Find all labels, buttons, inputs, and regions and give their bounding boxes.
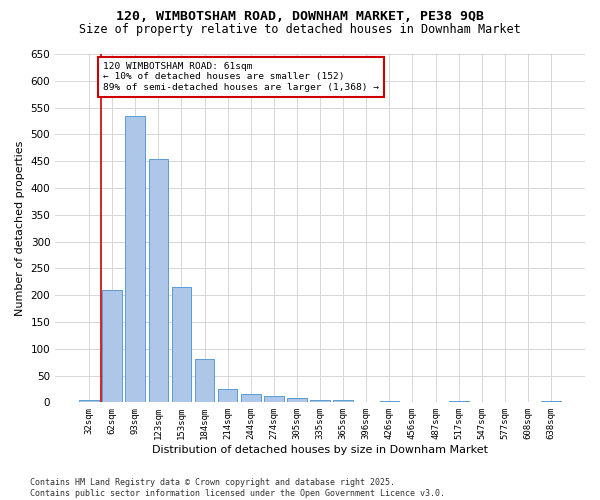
Bar [334,400,353,402]
Bar [103,290,122,403]
X-axis label: Distribution of detached houses by size in Downham Market: Distribution of detached houses by size … [152,445,488,455]
Bar [310,400,330,402]
Bar [449,400,469,402]
Text: Contains HM Land Registry data © Crown copyright and database right 2025.
Contai: Contains HM Land Registry data © Crown c… [30,478,445,498]
Bar [287,398,307,402]
Bar [172,287,191,403]
Bar [241,394,260,402]
Text: Size of property relative to detached houses in Downham Market: Size of property relative to detached ho… [79,22,521,36]
Bar [125,116,145,403]
Bar [264,396,284,402]
Bar [195,360,214,403]
Bar [541,400,561,402]
Bar [218,389,238,402]
Y-axis label: Number of detached properties: Number of detached properties [15,140,25,316]
Text: 120 WIMBOTSHAM ROAD: 61sqm
← 10% of detached houses are smaller (152)
89% of sem: 120 WIMBOTSHAM ROAD: 61sqm ← 10% of deta… [103,62,379,92]
Bar [79,400,99,402]
Bar [380,400,399,402]
Text: 120, WIMBOTSHAM ROAD, DOWNHAM MARKET, PE38 9QB: 120, WIMBOTSHAM ROAD, DOWNHAM MARKET, PE… [116,10,484,23]
Bar [149,158,168,402]
